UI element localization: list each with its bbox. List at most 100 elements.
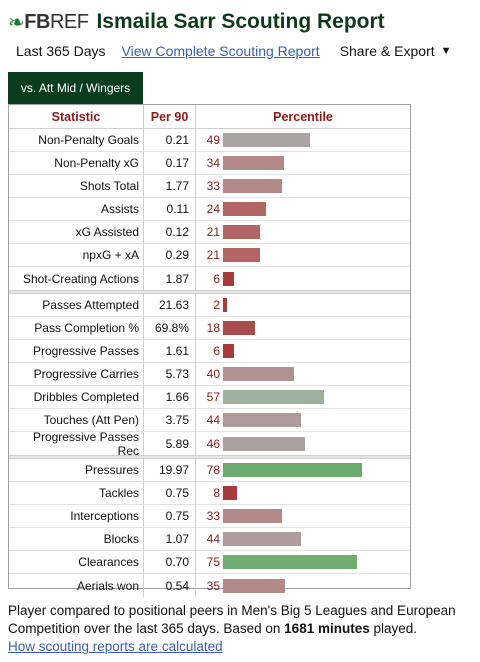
percentile-value: 21 — [206, 248, 220, 262]
per90-value: 0.17 — [144, 152, 196, 174]
per90-value: 19.97 — [144, 459, 196, 481]
per90-value: 0.21 — [144, 129, 196, 151]
percentile-bar-track — [223, 463, 401, 477]
percentile-value: 34 — [206, 156, 220, 170]
percentile-cell: 8 — [196, 482, 410, 504]
table-row: Pressures 19.97 78 — [9, 459, 410, 482]
table-body: Non-Penalty Goals 0.21 49 Non-Penalty xG 0.1… — [9, 129, 410, 597]
percentile-cell: 6 — [196, 267, 410, 290]
per90-value: 0.75 — [144, 505, 196, 527]
percentile-bar-track — [223, 344, 401, 358]
scouting-table: Statistic Per 90 Percentile Non-Penalty … — [8, 104, 411, 597]
percentile-bar-track — [223, 486, 401, 500]
percentile-cell: 34 — [196, 152, 410, 174]
table-row: Tackles 0.75 8 — [9, 482, 410, 505]
stat-name: Progressive Passes — [9, 340, 144, 362]
percentile-value: 57 — [206, 390, 220, 404]
percentile-bar — [223, 133, 310, 147]
percentile-bar — [223, 298, 227, 312]
percentile-bar-track — [223, 367, 401, 381]
percentile-bar — [223, 390, 324, 404]
percentile-bar — [223, 248, 260, 262]
percentile-bar — [223, 225, 260, 239]
stat-name: xG Assisted — [9, 221, 144, 243]
percentile-cell: 21 — [196, 221, 410, 243]
percentile-cell: 49 — [196, 129, 410, 151]
percentile-bar-track — [223, 156, 401, 170]
table-row: xG Assisted 0.12 21 — [9, 221, 410, 244]
percentile-bar-track — [223, 133, 401, 147]
percentile-value: 75 — [206, 555, 220, 569]
per90-value: 5.89 — [144, 432, 196, 455]
leaf-icon: ❧ — [8, 11, 25, 34]
percentile-bar-track — [223, 202, 401, 216]
stat-name: Assists — [9, 198, 144, 220]
view-complete-report-link[interactable]: View Complete Scouting Report — [121, 43, 320, 59]
percentile-value: 6 — [213, 271, 220, 286]
stat-name: Clearances — [9, 551, 144, 573]
percentile-value: 44 — [206, 532, 220, 546]
percentile-bar-track — [223, 436, 401, 451]
percentile-cell: 40 — [196, 363, 410, 385]
share-export-menu[interactable]: Share & Export ▼ — [340, 43, 452, 59]
percentile-bar — [223, 555, 357, 569]
percentile-bar — [223, 367, 294, 381]
table-row: Dribbles Completed 1.66 57 — [9, 386, 410, 409]
percentile-cell: 35 — [196, 574, 410, 597]
percentile-value: 2 — [213, 298, 220, 312]
footer-minutes: 1681 minutes — [284, 621, 370, 636]
scouting-calculation-link[interactable]: How scouting reports are calculated — [8, 639, 223, 654]
percentile-value: 33 — [206, 509, 220, 523]
percentile-cell: 21 — [196, 244, 410, 266]
percentile-bar-track — [223, 321, 401, 335]
tab-att-mid-wingers[interactable]: vs. Att Mid / Wingers — [8, 72, 143, 104]
per90-value: 0.54 — [144, 574, 196, 597]
per90-value: 5.73 — [144, 363, 196, 385]
per90-value: 0.75 — [144, 482, 196, 504]
percentile-bar — [223, 436, 305, 451]
fbref-logo[interactable]: ❧ FB REF — [8, 10, 89, 35]
percentile-bar — [223, 413, 301, 427]
percentile-value: 49 — [206, 133, 220, 147]
header-percentile[interactable]: Percentile — [273, 109, 333, 124]
percentile-cell: 33 — [196, 505, 410, 527]
percentile-cell: 44 — [196, 409, 410, 431]
header-statistic[interactable]: Statistic — [9, 105, 144, 128]
percentile-bar-track — [223, 271, 401, 286]
stat-name: Non-Penalty Goals — [9, 129, 144, 151]
logo-fb-text: FB — [24, 10, 50, 33]
stat-name: Blocks — [9, 528, 144, 550]
per90-value: 1.61 — [144, 340, 196, 362]
table-row: Shots Total 1.77 33 — [9, 175, 410, 198]
page-title: Ismaila Sarr Scouting Report — [96, 10, 385, 33]
stat-name: Tackles — [9, 482, 144, 504]
percentile-value: 46 — [206, 436, 220, 451]
percentile-cell: 46 — [196, 432, 410, 455]
percentile-value: 18 — [206, 321, 220, 335]
percentile-bar-track — [223, 555, 401, 569]
stat-name: Passes Attempted — [9, 294, 144, 316]
percentile-value: 21 — [206, 225, 220, 239]
percentile-bar-track — [223, 578, 401, 593]
stat-name: Aerials won — [9, 574, 144, 597]
percentile-value: 35 — [206, 578, 220, 593]
share-export-label: Share & Export — [339, 43, 435, 59]
percentile-cell: 75 — [196, 551, 410, 573]
percentile-value: 24 — [206, 202, 220, 216]
percentile-value: 8 — [213, 486, 220, 500]
subnav: Last 365 Days View Complete Scouting Rep… — [16, 43, 452, 59]
per90-value: 0.11 — [144, 198, 196, 220]
footer: Player compared to positional peers in M… — [8, 602, 478, 656]
percentile-bar — [223, 532, 301, 546]
percentile-value: 78 — [206, 463, 220, 477]
per90-value: 1.66 — [144, 386, 196, 408]
table-row: Non-Penalty xG 0.17 34 — [9, 152, 410, 175]
percentile-cell: 44 — [196, 528, 410, 550]
group-separator — [9, 290, 410, 294]
percentile-bar — [223, 344, 234, 358]
header-per90[interactable]: Per 90 — [144, 105, 196, 128]
footer-text-after: played. — [369, 621, 418, 636]
table-row: Interceptions 0.75 33 — [9, 505, 410, 528]
table-row: Pass Completion % 69.8% 18 — [9, 317, 410, 340]
percentile-bar-track — [223, 179, 401, 193]
